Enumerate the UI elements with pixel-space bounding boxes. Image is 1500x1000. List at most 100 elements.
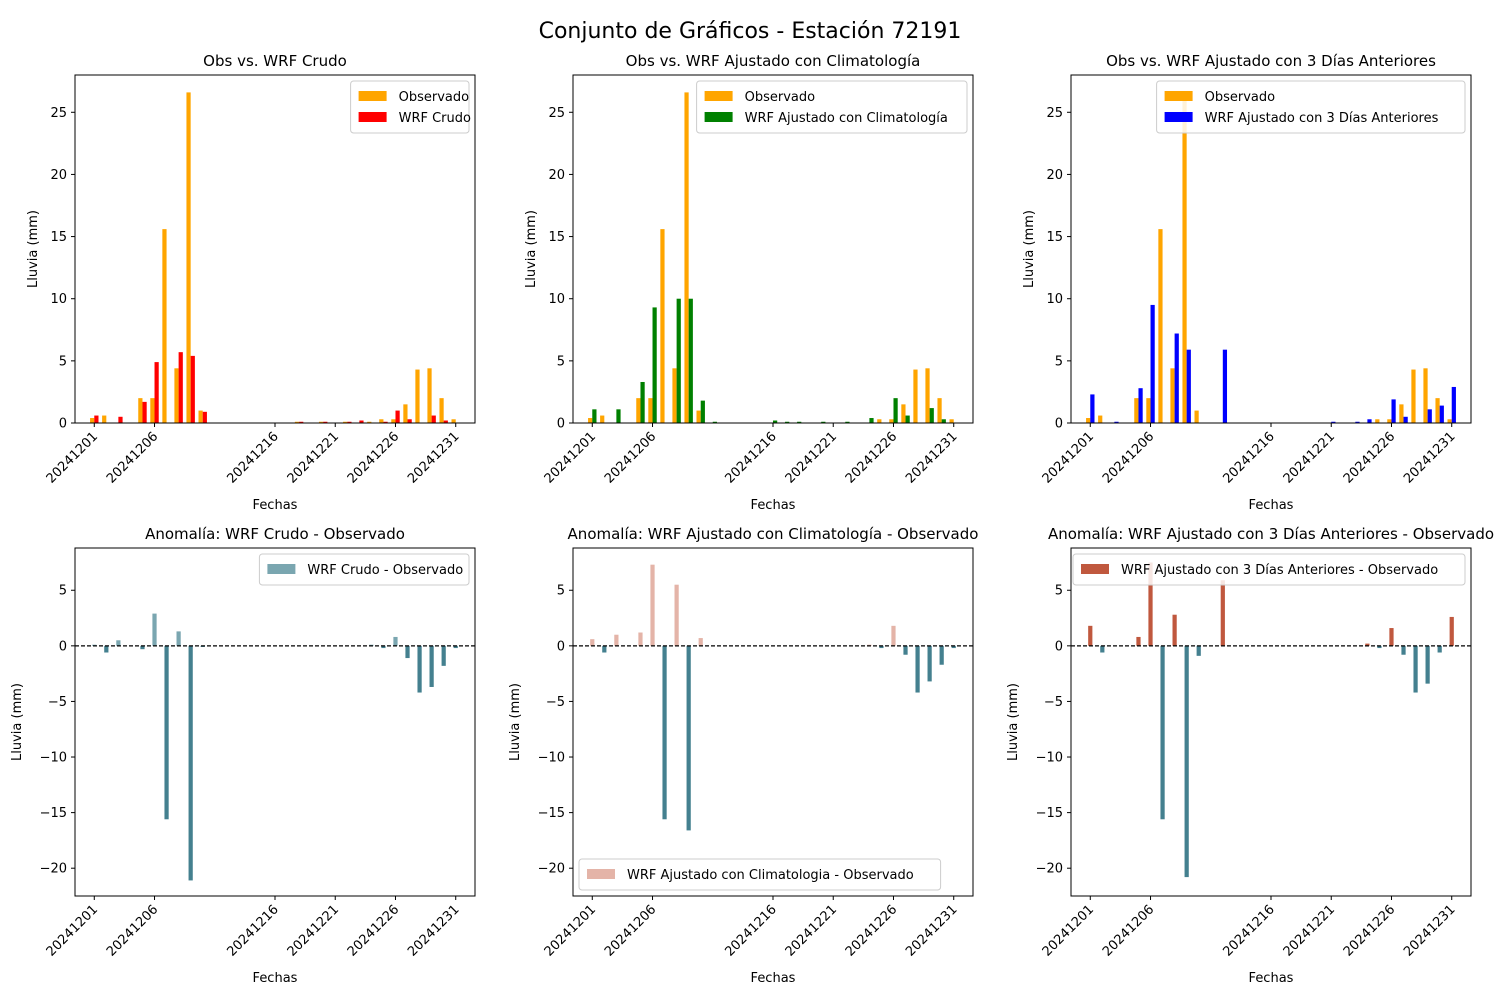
y-tick-label: 5 <box>59 354 67 369</box>
y-tick-label: 25 <box>50 106 67 121</box>
y-tick-label: 0 <box>557 417 565 432</box>
chart-5: Anomalía: WRF Ajustado con Climatología … <box>508 525 978 986</box>
x-tick-label: 20241216 <box>1220 429 1277 486</box>
x-axis-label: Fechas <box>751 498 796 513</box>
x-tick-label: 20241226 <box>843 902 900 959</box>
bar <box>600 415 605 423</box>
bar <box>949 419 954 423</box>
legend-label: Observado <box>399 90 470 105</box>
y-tick-label: 5 <box>557 354 565 369</box>
x-tick-label: 20241206 <box>602 429 659 486</box>
bar <box>439 398 444 423</box>
bar <box>1389 628 1394 646</box>
legend-box <box>1156 80 1466 134</box>
bar <box>104 645 109 653</box>
legend: Observado WRF Crudo <box>350 80 471 134</box>
legend-label: WRF Crudo <box>399 111 471 126</box>
bar <box>891 625 896 646</box>
bar <box>1377 645 1382 649</box>
legend: WRF Ajustado con Climatologia - Observad… <box>578 858 942 891</box>
bar <box>1158 229 1163 423</box>
y-axis-label: Lluvia (mm) <box>10 683 25 761</box>
x-tick-label: 20241201 <box>542 902 599 959</box>
x-tick-label: 20241206 <box>104 429 161 486</box>
legend: Observado WRF Ajustado con Climatología <box>696 80 968 134</box>
y-tick-label: −5 <box>1044 695 1063 710</box>
series-1 <box>90 92 456 424</box>
bar <box>142 401 147 423</box>
bar <box>140 645 145 650</box>
legend-swatch <box>358 112 387 122</box>
bar <box>588 418 593 423</box>
bar <box>431 415 436 423</box>
bar <box>367 421 372 423</box>
bar <box>395 410 400 423</box>
bar <box>1146 398 1151 423</box>
bar <box>417 645 422 693</box>
y-tick-label: −20 <box>538 862 565 877</box>
x-axis-label: Fechas <box>1249 971 1294 986</box>
y-tick-label: −5 <box>48 695 67 710</box>
bar <box>318 421 324 423</box>
y-tick-label: 5 <box>1055 584 1063 599</box>
x-tick-label: 20241201 <box>542 429 599 486</box>
bar <box>698 638 703 646</box>
bar <box>1148 562 1153 646</box>
bar <box>1399 404 1404 423</box>
bar <box>299 421 304 423</box>
bar <box>672 368 677 423</box>
x-tick-label: 20241216 <box>722 902 779 959</box>
chart-3: Obs vs. WRF Ajustado con 3 Días Anterior… <box>1022 52 1472 513</box>
bar <box>903 645 908 655</box>
bar <box>174 368 179 423</box>
x-tick-label: 20241216 <box>1220 902 1277 959</box>
bar <box>1447 419 1452 423</box>
legend-box <box>258 553 470 586</box>
y-tick-label: 0 <box>59 639 67 654</box>
legend-label: WRF Ajustado con Climatología <box>745 111 948 126</box>
bar <box>1098 415 1103 423</box>
bar <box>893 398 898 423</box>
bar <box>381 645 386 649</box>
series-2 <box>592 298 946 423</box>
bar <box>773 420 778 423</box>
y-tick-label: 10 <box>50 292 67 307</box>
bar <box>1365 643 1370 646</box>
x-tick-label: 20241221 <box>1281 902 1338 959</box>
bar <box>1449 616 1454 646</box>
bar <box>712 421 717 423</box>
x-tick-label: 20241226 <box>345 902 402 959</box>
bar <box>1100 645 1105 653</box>
bar <box>797 421 802 423</box>
legend-box <box>696 80 968 134</box>
bar <box>1427 409 1432 423</box>
bar <box>845 421 850 423</box>
bar <box>1186 349 1191 423</box>
plot-frame <box>74 547 476 897</box>
plot-frame <box>1070 547 1472 897</box>
y-tick-label: 5 <box>1055 354 1063 369</box>
x-tick-label: 20241206 <box>104 902 161 959</box>
x-tick-label: 20241216 <box>224 429 281 486</box>
bar <box>176 631 181 646</box>
bar <box>913 369 918 423</box>
x-tick-label: 20241231 <box>405 902 462 959</box>
y-tick-label: 5 <box>59 584 67 599</box>
chart-2: Obs vs. WRF Ajustado con Climatología 0 5 1… <box>524 52 974 513</box>
legend-box <box>1072 553 1466 586</box>
bar <box>451 419 456 423</box>
series-2 <box>1090 304 1456 423</box>
bar <box>359 420 364 423</box>
bar <box>648 398 653 423</box>
bar <box>391 419 396 423</box>
x-axis-label: Fechas <box>253 498 298 513</box>
legend-label: Observado <box>1205 90 1276 105</box>
series-2 <box>94 352 448 423</box>
legend-swatch <box>1081 564 1109 574</box>
bar <box>429 645 434 687</box>
bar <box>443 420 448 423</box>
legend-swatch <box>704 112 733 122</box>
bar <box>925 368 930 423</box>
y-tick-label: 20 <box>50 168 67 183</box>
